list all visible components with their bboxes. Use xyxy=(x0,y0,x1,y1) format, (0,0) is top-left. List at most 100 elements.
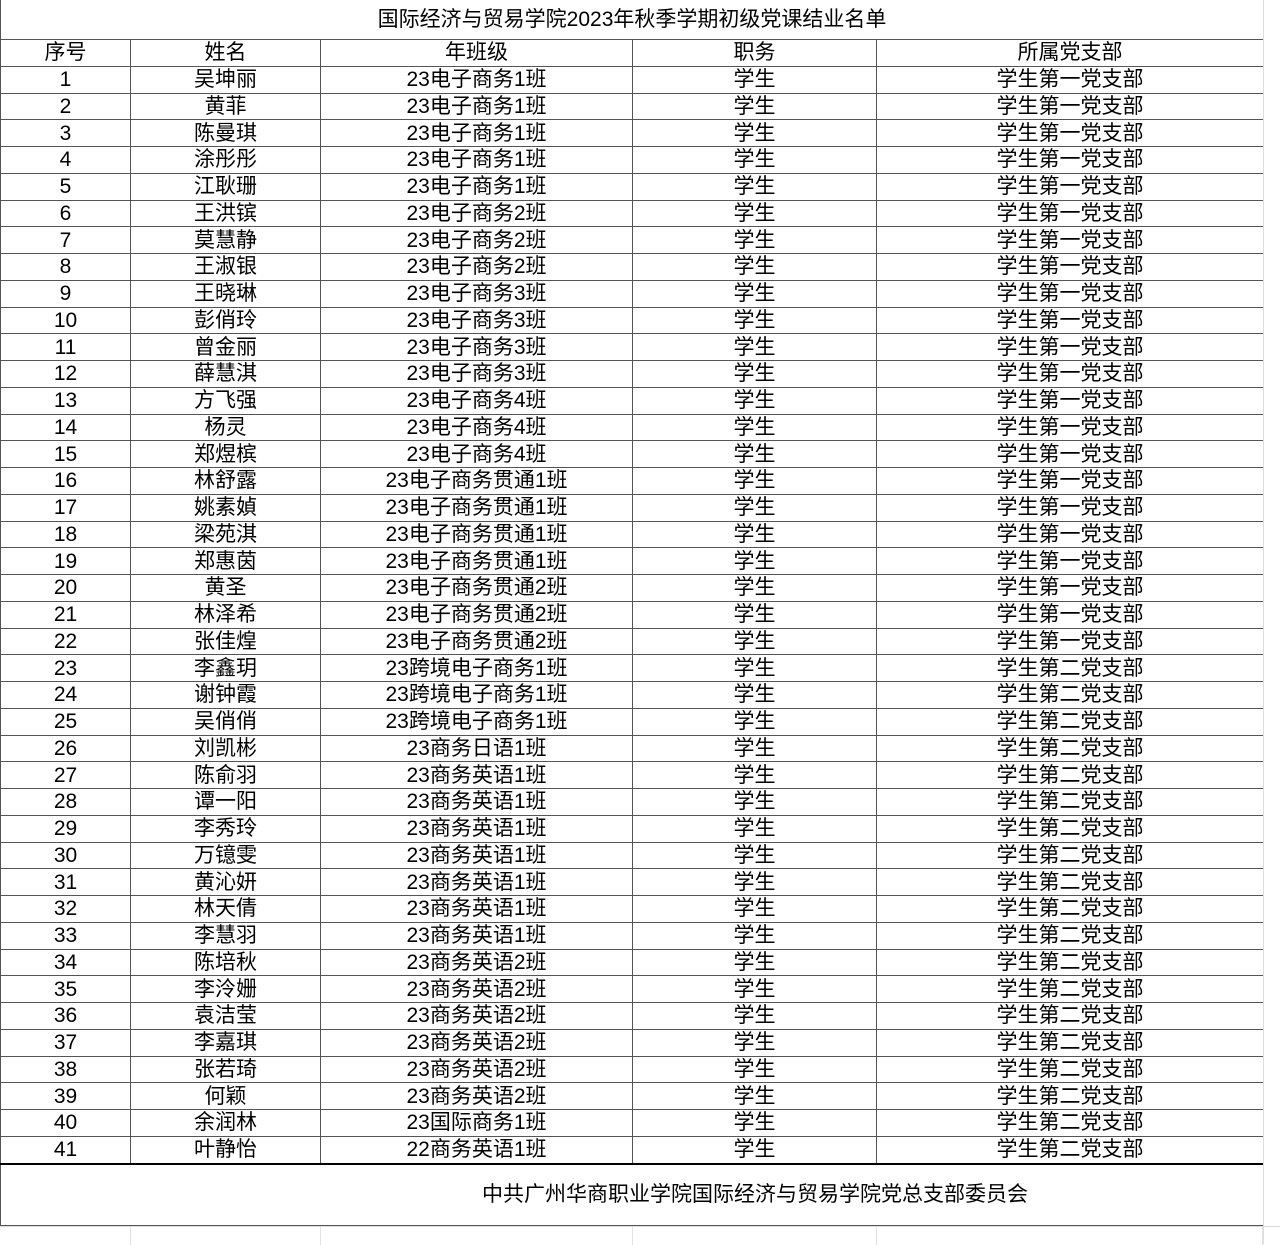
cell-branch[interactable]: 学生第二党支部 xyxy=(875,921,1265,950)
cell-role[interactable]: 学生 xyxy=(632,654,877,682)
cell-branch[interactable]: 学生第二党支部 xyxy=(875,734,1265,763)
cell-name[interactable]: 王洪镔 xyxy=(130,199,321,228)
cell-index[interactable]: 7 xyxy=(0,226,131,254)
cell-class[interactable]: 23电子商务3班 xyxy=(320,333,633,361)
cell-role[interactable]: 学生 xyxy=(632,386,877,415)
cell-class[interactable]: 23电子商务贯通1班 xyxy=(320,520,633,549)
cell-name[interactable]: 余润林 xyxy=(130,1109,321,1137)
cell-role[interactable]: 学生 xyxy=(632,788,877,816)
cell-role[interactable]: 学生 xyxy=(632,895,877,923)
cell-name[interactable]: 江耿珊 xyxy=(130,172,321,201)
cell-role[interactable]: 学生 xyxy=(632,921,877,950)
cell-branch[interactable]: 学生第二党支部 xyxy=(875,761,1265,789)
header-name[interactable]: 姓名 xyxy=(130,39,321,67)
cell-role[interactable]: 学生 xyxy=(632,868,877,896)
cell-role[interactable]: 学生 xyxy=(632,467,877,495)
cell-role[interactable]: 学生 xyxy=(632,520,877,549)
cell-class[interactable]: 23电子商务贯通2班 xyxy=(320,574,633,602)
cell-role[interactable]: 学生 xyxy=(632,360,877,388)
cell-class[interactable]: 23商务英语2班 xyxy=(320,975,633,1003)
cell-class[interactable]: 23商务英语1班 xyxy=(320,868,633,896)
cell-class[interactable]: 23电子商务1班 xyxy=(320,92,633,121)
cell-name[interactable]: 莫慧静 xyxy=(130,226,321,254)
cell-branch[interactable]: 学生第二党支部 xyxy=(875,948,1265,977)
cell-class[interactable]: 23电子商务2班 xyxy=(320,253,633,281)
cell-index[interactable]: 22 xyxy=(0,627,131,656)
cell-branch[interactable]: 学生第一党支部 xyxy=(875,92,1265,121)
cell-branch[interactable]: 学生第二党支部 xyxy=(875,654,1265,682)
cell-branch[interactable]: 学生第二党支部 xyxy=(875,841,1265,870)
cell-name[interactable]: 杨灵 xyxy=(130,413,321,442)
cell-index[interactable]: 1 xyxy=(0,65,131,94)
cell-name[interactable]: 梁苑淇 xyxy=(130,520,321,549)
cell-index[interactable]: 23 xyxy=(0,654,131,682)
cell-name[interactable]: 袁洁莹 xyxy=(130,1002,321,1030)
cell-role[interactable]: 学生 xyxy=(632,1109,877,1137)
cell-class[interactable]: 23电子商务1班 xyxy=(320,172,633,201)
cell-class[interactable]: 22商务英语1班 xyxy=(320,1135,633,1165)
cell-name[interactable]: 陈俞羽 xyxy=(130,761,321,789)
cell-class[interactable]: 23商务英语2班 xyxy=(320,1028,633,1057)
cell-name[interactable]: 方飞强 xyxy=(130,386,321,415)
cell-role[interactable]: 学生 xyxy=(632,574,877,602)
cell-class[interactable]: 23电子商务贯通1班 xyxy=(320,467,633,495)
cell-class[interactable]: 23商务英语2班 xyxy=(320,1002,633,1030)
cell-branch[interactable]: 学生第二党支部 xyxy=(875,1135,1265,1165)
cell-branch[interactable]: 学生第二党支部 xyxy=(875,895,1265,923)
cell-index[interactable]: 18 xyxy=(0,520,131,549)
cell-name[interactable]: 李鑫玥 xyxy=(130,654,321,682)
cell-branch[interactable]: 学生第一党支部 xyxy=(875,172,1265,201)
cell-class[interactable]: 23电子商务贯通1班 xyxy=(320,547,633,575)
cell-role[interactable]: 学生 xyxy=(632,199,877,228)
cell-index[interactable]: 32 xyxy=(0,895,131,923)
cell-branch[interactable]: 学生第二党支部 xyxy=(875,707,1265,736)
cell-role[interactable]: 学生 xyxy=(632,1055,877,1084)
cell-branch[interactable]: 学生第一党支部 xyxy=(875,279,1265,308)
cell-index[interactable]: 14 xyxy=(0,413,131,442)
cell-class[interactable]: 23商务英语1班 xyxy=(320,921,633,950)
cell-index[interactable]: 3 xyxy=(0,119,131,147)
cell-role[interactable]: 学生 xyxy=(632,814,877,843)
cell-branch[interactable]: 学生第一党支部 xyxy=(875,119,1265,147)
cell-class[interactable]: 23电子商务1班 xyxy=(320,146,633,174)
cell-index[interactable]: 27 xyxy=(0,761,131,789)
cell-name[interactable]: 陈培秋 xyxy=(130,948,321,977)
cell-index[interactable]: 9 xyxy=(0,279,131,308)
cell-branch[interactable]: 学生第二党支部 xyxy=(875,868,1265,896)
cell-role[interactable]: 学生 xyxy=(632,761,877,789)
document-title[interactable]: 国际经济与贸易学院2023年秋季学期初级党课结业名单 xyxy=(0,0,1265,40)
cell-name[interactable]: 吴俏俏 xyxy=(130,707,321,736)
cell-branch[interactable]: 学生第一党支部 xyxy=(875,199,1265,228)
cell-branch[interactable]: 学生第一党支部 xyxy=(875,333,1265,361)
cell-name[interactable]: 王晓琳 xyxy=(130,279,321,308)
cell-role[interactable]: 学生 xyxy=(632,707,877,736)
cell-name[interactable]: 林舒露 xyxy=(130,467,321,495)
cell-class[interactable]: 23商务英语2班 xyxy=(320,1055,633,1084)
cell-role[interactable]: 学生 xyxy=(632,600,877,629)
cell-name[interactable]: 谭一阳 xyxy=(130,788,321,816)
cell-name[interactable]: 叶静怡 xyxy=(130,1135,321,1165)
cell-index[interactable]: 8 xyxy=(0,253,131,281)
cell-index[interactable]: 38 xyxy=(0,1055,131,1084)
cell-branch[interactable]: 学生第一党支部 xyxy=(875,386,1265,415)
cell-class[interactable]: 23电子商务3班 xyxy=(320,306,633,335)
cell-class[interactable]: 23商务英语1班 xyxy=(320,814,633,843)
cell-index[interactable]: 28 xyxy=(0,788,131,816)
cell-index[interactable]: 12 xyxy=(0,360,131,388)
cell-name[interactable]: 王淑银 xyxy=(130,253,321,281)
cell-class[interactable]: 23电子商务贯通1班 xyxy=(320,493,633,522)
cell-class[interactable]: 23商务英语1班 xyxy=(320,761,633,789)
cell-index[interactable]: 24 xyxy=(0,681,131,709)
cell-name[interactable]: 林泽希 xyxy=(130,600,321,629)
cell-name[interactable]: 彭俏玲 xyxy=(130,306,321,335)
cell-role[interactable]: 学生 xyxy=(632,1135,877,1165)
cell-role[interactable]: 学生 xyxy=(632,413,877,442)
cell-branch[interactable]: 学生第二党支部 xyxy=(875,681,1265,709)
cell-role[interactable]: 学生 xyxy=(632,948,877,977)
cell-index[interactable]: 16 xyxy=(0,467,131,495)
cell-class[interactable]: 23商务英语1班 xyxy=(320,841,633,870)
cell-branch[interactable]: 学生第二党支部 xyxy=(875,788,1265,816)
cell-index[interactable]: 35 xyxy=(0,975,131,1003)
cell-index[interactable]: 31 xyxy=(0,868,131,896)
cell-name[interactable]: 郑惠茵 xyxy=(130,547,321,575)
